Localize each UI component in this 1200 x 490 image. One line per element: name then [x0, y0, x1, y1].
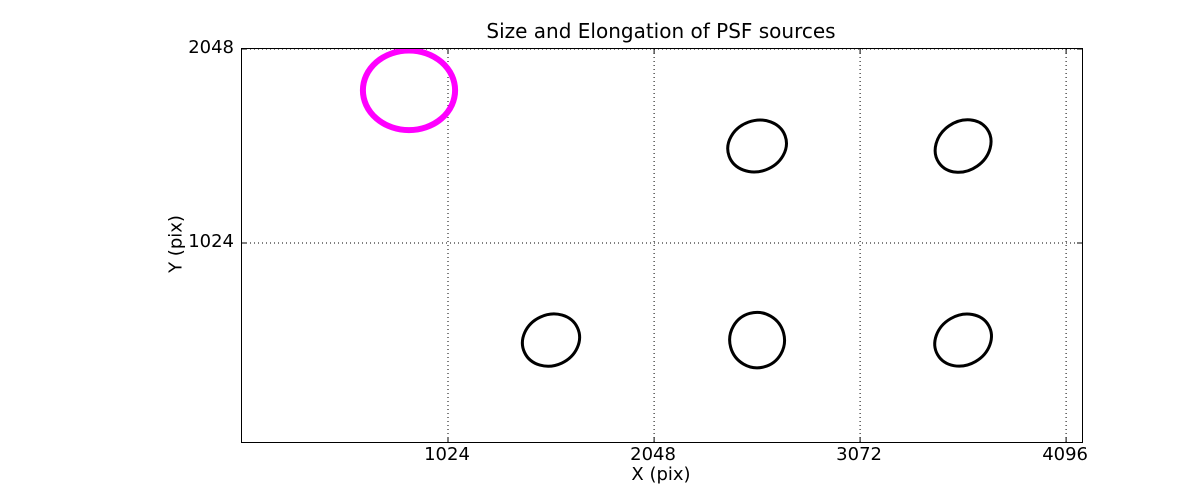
psf-source-ellipse [726, 118, 788, 174]
psf-source-ellipse [520, 312, 582, 368]
x-tick-label: 1024 [424, 444, 470, 465]
y-tick-label: 2048 [188, 37, 234, 58]
x-tick-label: 2048 [630, 444, 676, 465]
psf-source-ellipse-highlighted [359, 49, 459, 134]
psf-source-ellipse [933, 118, 993, 174]
x-tick-label: 3072 [836, 444, 882, 465]
x-tick-label: 4096 [1042, 444, 1088, 465]
plot-area [241, 48, 1083, 443]
plot-canvas [242, 49, 1082, 442]
x-axis-label: X (pix) [631, 464, 691, 485]
psf-source-ellipse [728, 310, 787, 370]
y-tick-label: 1024 [188, 231, 234, 253]
chart-title: Size and Elongation of PSF sources [486, 19, 836, 43]
psf-source-ellipse [933, 312, 993, 368]
